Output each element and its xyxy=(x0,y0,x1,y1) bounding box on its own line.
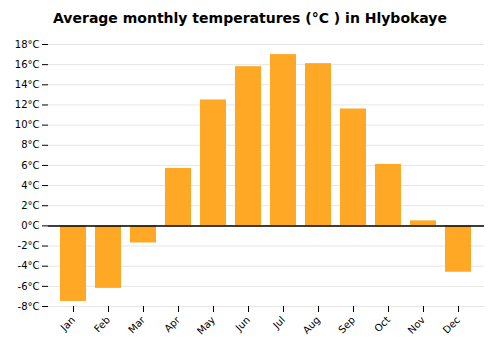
svg-text:Sep: Sep xyxy=(336,314,357,335)
svg-text:May: May xyxy=(195,314,217,336)
svg-text:-4°C: -4°C xyxy=(18,260,40,271)
html-text:Average monthly temperatures (: Average monthly temperatures (°C ) in Hl… xyxy=(53,10,447,26)
svg-text:-2°C: -2°C xyxy=(18,240,40,251)
svg-text:-8°C: -8°C xyxy=(18,301,40,312)
svg-text:12°C: 12°C xyxy=(15,99,40,110)
svg-text:Aug: Aug xyxy=(301,314,323,336)
svg-text:8°C: 8°C xyxy=(21,139,39,150)
svg-text:Feb: Feb xyxy=(92,314,112,334)
svg-text:4°C: 4°C xyxy=(21,180,39,191)
svg-text:14°C: 14°C xyxy=(15,79,40,90)
svg-text:18°C: 18°C xyxy=(15,39,40,50)
svg-text:-6°C: -6°C xyxy=(18,281,40,292)
svg-text:Jun: Jun xyxy=(233,314,253,334)
svg-text:Mar: Mar xyxy=(126,314,148,336)
svg-text:2°C: 2°C xyxy=(21,200,39,211)
svg-text:Dec: Dec xyxy=(441,314,462,335)
svg-text:0°C: 0°C xyxy=(21,220,39,231)
svg-text:Nov: Nov xyxy=(406,314,428,336)
svg-text:Jul: Jul xyxy=(270,314,287,331)
svg-text:Jan: Jan xyxy=(58,314,77,333)
svg-text:Apr: Apr xyxy=(162,314,183,335)
svg-text:16°C: 16°C xyxy=(15,59,40,70)
svg-text:Oct: Oct xyxy=(372,314,392,334)
svg-text:10°C: 10°C xyxy=(15,119,40,130)
svg-text:6°C: 6°C xyxy=(21,160,39,171)
